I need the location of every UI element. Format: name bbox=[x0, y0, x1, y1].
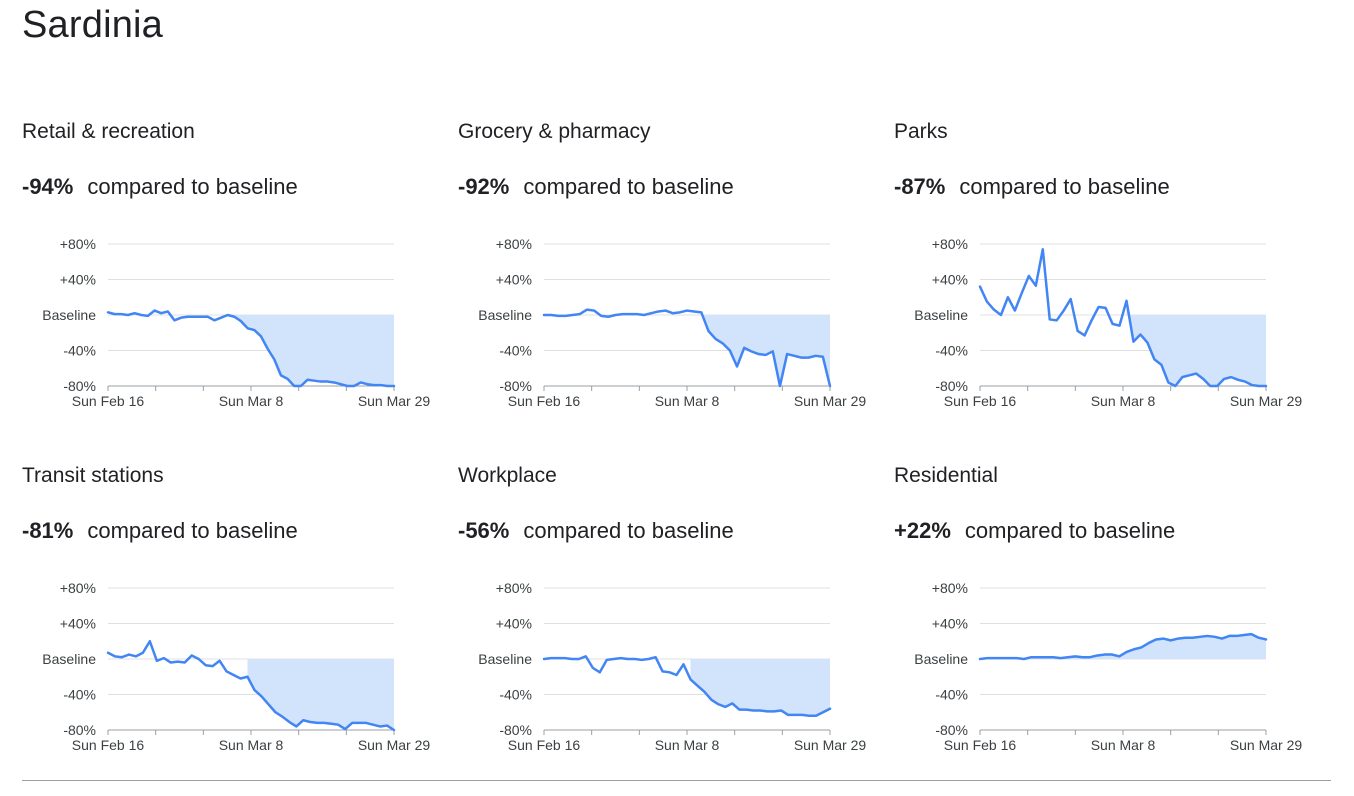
y-tick-label: Baseline bbox=[478, 651, 532, 667]
change-summary: -87% compared to baseline bbox=[894, 174, 1170, 200]
change-caption: compared to baseline bbox=[87, 518, 298, 543]
line-chart-transit-stations: +80% +40% Baseline -40% -80%Sun Feb 16 Sun Ma… bbox=[42, 580, 431, 753]
x-tick-label: Sun Mar 29 bbox=[1230, 393, 1303, 409]
x-tick-label: Sun Feb 16 bbox=[72, 737, 145, 753]
change-value: -56% bbox=[458, 518, 510, 543]
bottom-divider bbox=[22, 780, 1331, 781]
x-tick-label: Sun Mar 8 bbox=[1091, 737, 1156, 753]
y-tick-label: Baseline bbox=[42, 651, 96, 667]
chart-title: Workplace bbox=[458, 464, 557, 487]
change-value: -87% bbox=[894, 174, 946, 199]
y-tick-label: +40% bbox=[932, 272, 968, 288]
line-chart-parks: +80% +40% Baseline -40% -80%Sun Feb 16 Sun Ma… bbox=[914, 236, 1303, 409]
x-tick-label: Sun Feb 16 bbox=[508, 737, 581, 753]
y-tick-label: +40% bbox=[60, 272, 96, 288]
y-tick-label: Baseline bbox=[914, 651, 968, 667]
line-chart-grocery-pharmacy: +80% +40% Baseline -40% -80%Sun Feb 16 Sun Ma… bbox=[478, 236, 867, 409]
y-tick-label: +80% bbox=[496, 236, 532, 252]
chart-panel-workplace: Workplace -56% compared to baseline +80% +… bbox=[458, 464, 878, 784]
x-tick-label: Sun Mar 8 bbox=[219, 737, 284, 753]
chart-panel-residential: Residential +22% compared to baseline +80… bbox=[894, 464, 1314, 784]
chart-panel-transit-stations: Transit stations -81% compared to baselin… bbox=[22, 464, 442, 784]
chart-panel-parks: Parks -87% compared to baseline +80% +40% B… bbox=[894, 120, 1314, 440]
y-tick-label: -40% bbox=[499, 343, 532, 359]
y-tick-label: Baseline bbox=[914, 307, 968, 323]
x-tick-label: Sun Feb 16 bbox=[944, 737, 1017, 753]
series-line bbox=[542, 655, 832, 718]
series-line bbox=[106, 640, 396, 732]
series-line bbox=[542, 308, 832, 388]
change-value: -94% bbox=[22, 174, 74, 199]
y-tick-label: -80% bbox=[935, 722, 968, 738]
change-caption: compared to baseline bbox=[523, 174, 734, 199]
chart-panel-grocery-pharmacy: Grocery & pharmacy -92% compared to basel… bbox=[458, 120, 878, 440]
y-tick-label: +80% bbox=[932, 580, 968, 596]
y-tick-label: -40% bbox=[499, 687, 532, 703]
deviation-area bbox=[701, 312, 830, 386]
chart-title: Retail & recreation bbox=[22, 120, 195, 143]
change-caption: compared to baseline bbox=[959, 174, 1170, 199]
deviation-area bbox=[227, 315, 394, 386]
x-tick-label: Sun Feb 16 bbox=[944, 393, 1017, 409]
x-tick-label: Sun Mar 8 bbox=[655, 393, 720, 409]
change-caption: compared to baseline bbox=[964, 518, 1176, 543]
chart-title: Residential bbox=[894, 464, 998, 487]
change-summary: -92% compared to baseline bbox=[458, 174, 734, 200]
series-line bbox=[978, 248, 1268, 388]
deviation-area bbox=[1126, 300, 1266, 386]
chart-panel-retail-recreation: Retail & recreation -94% compared to base… bbox=[22, 120, 442, 440]
chart-title: Parks bbox=[894, 120, 948, 143]
change-caption: compared to baseline bbox=[523, 518, 734, 543]
x-tick-label: Sun Mar 29 bbox=[794, 393, 867, 409]
y-tick-label: Baseline bbox=[42, 307, 96, 323]
change-summary: -56% compared to baseline bbox=[458, 518, 734, 544]
change-value: +22% bbox=[894, 518, 951, 543]
y-tick-label: +40% bbox=[496, 272, 532, 288]
y-tick-label: -40% bbox=[935, 687, 968, 703]
y-tick-label: +40% bbox=[932, 616, 968, 632]
change-summary: +22% compared to baseline bbox=[894, 518, 1175, 544]
change-summary: -81% compared to baseline bbox=[22, 518, 298, 544]
y-tick-label: +80% bbox=[60, 580, 96, 596]
x-tick-label: Sun Mar 29 bbox=[1230, 737, 1303, 753]
x-tick-label: Sun Mar 8 bbox=[219, 393, 284, 409]
x-tick-label: Sun Mar 29 bbox=[358, 393, 431, 409]
y-tick-label: +40% bbox=[60, 616, 96, 632]
chart-title: Transit stations bbox=[22, 464, 164, 487]
y-tick-label: -80% bbox=[63, 378, 96, 394]
y-tick-label: +80% bbox=[932, 236, 968, 252]
deviation-area bbox=[247, 659, 394, 730]
page-title: Sardinia bbox=[22, 4, 164, 46]
x-tick-label: Sun Mar 29 bbox=[794, 737, 867, 753]
x-tick-label: Sun Mar 8 bbox=[655, 737, 720, 753]
change-value: -81% bbox=[22, 518, 74, 543]
y-tick-label: +40% bbox=[496, 616, 532, 632]
y-tick-label: -80% bbox=[499, 722, 532, 738]
deviation-area bbox=[980, 634, 1266, 659]
y-tick-label: +80% bbox=[496, 580, 532, 596]
line-chart-retail-recreation: +80% +40% Baseline -40% -80%Sun Feb 16 Sun Ma… bbox=[42, 236, 431, 409]
x-tick-label: Sun Mar 8 bbox=[1091, 393, 1156, 409]
y-tick-label: +80% bbox=[60, 236, 96, 252]
change-summary: -94% compared to baseline bbox=[22, 174, 298, 200]
y-tick-label: -40% bbox=[935, 343, 968, 359]
x-tick-label: Sun Feb 16 bbox=[508, 393, 581, 409]
series-line bbox=[106, 309, 396, 388]
x-tick-label: Sun Feb 16 bbox=[72, 393, 145, 409]
change-value: -92% bbox=[458, 174, 510, 199]
y-tick-label: -80% bbox=[63, 722, 96, 738]
change-caption: compared to baseline bbox=[87, 174, 298, 199]
series-line bbox=[978, 632, 1268, 661]
y-tick-label: Baseline bbox=[478, 307, 532, 323]
y-tick-label: -40% bbox=[63, 343, 96, 359]
y-tick-label: -40% bbox=[63, 687, 96, 703]
line-chart-residential: +80% +40% Baseline -40% -80%Sun Feb 16 Sun Ma… bbox=[914, 580, 1303, 753]
y-tick-label: -80% bbox=[935, 378, 968, 394]
x-tick-label: Sun Mar 29 bbox=[358, 737, 431, 753]
line-chart-workplace: +80% +40% Baseline -40% -80%Sun Feb 16 Sun Ma… bbox=[478, 580, 867, 753]
deviation-area bbox=[690, 659, 830, 716]
y-tick-label: -80% bbox=[499, 378, 532, 394]
chart-title: Grocery & pharmacy bbox=[458, 120, 651, 143]
